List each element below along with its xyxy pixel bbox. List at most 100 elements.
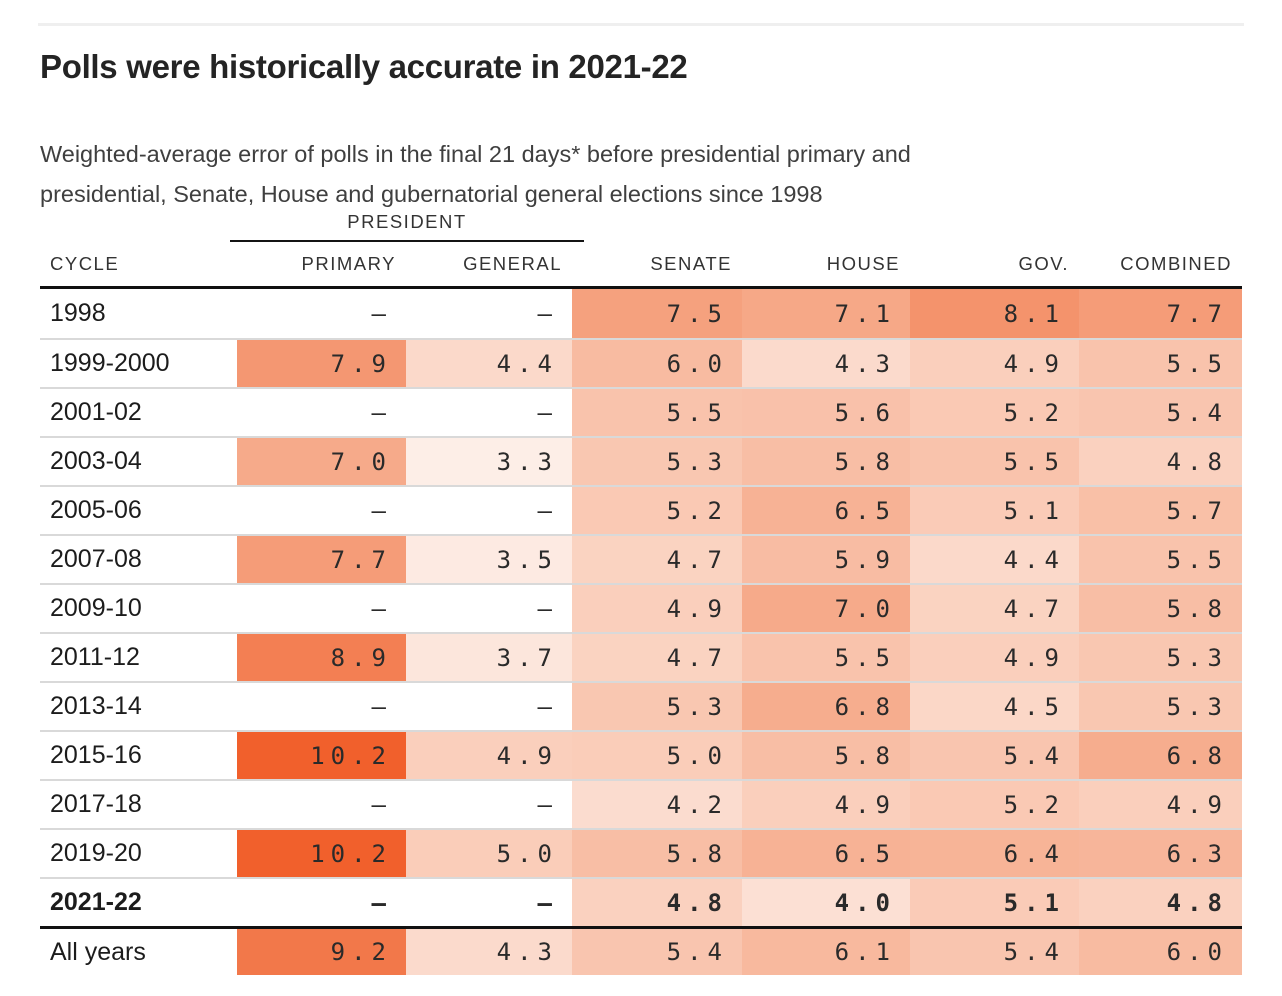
- cell-combined: 5.3: [1079, 634, 1242, 681]
- column-header-senate: SENATE: [650, 253, 732, 274]
- cell-gov: 4.9: [910, 340, 1079, 387]
- table-row-2019-20: 2019-20 10.2 5.0 5.8 6.5 6.4 6.3: [40, 828, 1242, 877]
- cell-combined: 5.5: [1079, 536, 1242, 583]
- cell-senate: 4.2: [572, 781, 742, 828]
- cell-gov: 5.2: [910, 781, 1079, 828]
- cell-house: 4.0: [742, 879, 910, 926]
- cell-cycle: 2009-10: [50, 594, 142, 622]
- column-header-row: CYCLE PRIMARY GENERAL SENATE HOUSE GOV. COMBIN…: [40, 242, 1242, 286]
- cell-gov: 4.9: [910, 634, 1079, 681]
- polls-error-table: PRESIDENT CYCLE PRIMARY GENERAL SENATE HOUSE…: [40, 205, 1242, 975]
- cell-general: 3.5: [406, 536, 572, 583]
- cell-combined: 4.9: [1079, 781, 1242, 828]
- cell-cycle: 2021-22: [50, 888, 142, 916]
- cell-cycle: All years: [50, 937, 146, 966]
- table-row-2007-08: 2007-08 7.7 3.5 4.7 5.9 4.4 5.5: [40, 534, 1242, 583]
- column-header-combined: COMBINED: [1120, 253, 1232, 274]
- cell-general: 4.4: [406, 340, 572, 387]
- table-row-2021-22: 2021-22– –4.8 4.0 5.1 4.8: [40, 877, 1242, 926]
- cell-gov: 5.1: [910, 879, 1079, 926]
- cell-general: 5.0: [406, 830, 572, 877]
- cell-combined: 5.8: [1079, 585, 1242, 632]
- cell-cycle: 2017-18: [50, 790, 142, 818]
- cell-combined: 5.5: [1079, 340, 1242, 387]
- table-row-2015-16: 2015-16 10.2 4.9 5.0 5.8 5.4 6.8: [40, 730, 1242, 779]
- cell-general: –: [537, 790, 558, 819]
- cell-house: 5.8: [742, 438, 910, 485]
- cell-house: 7.1: [742, 289, 910, 338]
- subtitle-line-1: Weighted-average error of polls in the f…: [40, 141, 911, 167]
- table-row-2001-02: 2001-02– –5.5 5.6 5.2 5.4: [40, 387, 1242, 436]
- cell-gov: 5.2: [910, 389, 1079, 436]
- cell-house: 6.5: [742, 487, 910, 534]
- cell-house: 5.8: [742, 732, 910, 779]
- cell-combined: 6.3: [1079, 830, 1242, 877]
- cell-general: –: [537, 692, 558, 721]
- column-header-gov: GOV.: [1018, 253, 1069, 274]
- cell-primary: –: [371, 692, 392, 721]
- top-divider: [38, 23, 1244, 26]
- cell-gov: 6.4: [910, 830, 1079, 877]
- cell-gov: 5.4: [910, 732, 1079, 779]
- cell-combined: 5.3: [1079, 683, 1242, 730]
- cell-cycle: 2005-06: [50, 496, 142, 524]
- cell-gov: 5.1: [910, 487, 1079, 534]
- cell-senate: 5.3: [572, 683, 742, 730]
- cell-primary: –: [371, 594, 392, 623]
- cell-senate: 7.5: [572, 289, 742, 338]
- cell-cycle: 1999-2000: [50, 349, 170, 377]
- table-row-2017-18: 2017-18– –4.2 4.9 5.2 4.9: [40, 779, 1242, 828]
- cell-house: 5.6: [742, 389, 910, 436]
- cell-senate: 5.3: [572, 438, 742, 485]
- cell-primary: 7.0: [237, 438, 406, 485]
- cell-gov: 4.5: [910, 683, 1079, 730]
- cell-house: 6.5: [742, 830, 910, 877]
- cell-general: 4.3: [406, 929, 572, 975]
- column-header-house: HOUSE: [826, 253, 900, 274]
- cell-senate: 5.8: [572, 830, 742, 877]
- cell-primary: –: [371, 496, 392, 525]
- cell-primary: 9.2: [237, 929, 406, 975]
- chart-title: Polls were historically accurate in 2021…: [40, 48, 688, 85]
- cell-senate: 5.4: [572, 929, 742, 975]
- cell-general: 4.9: [406, 732, 572, 779]
- cell-senate: 6.0: [572, 340, 742, 387]
- cell-combined: 5.7: [1079, 487, 1242, 534]
- table-row-2013-14: 2013-14– –5.3 6.8 4.5 5.3: [40, 681, 1242, 730]
- cell-cycle: 1998: [50, 299, 106, 327]
- cell-cycle: 2015-16: [50, 741, 142, 769]
- president-group-underline: [230, 240, 584, 242]
- column-header-primary: PRIMARY: [301, 253, 396, 274]
- column-header-general: GENERAL: [463, 253, 562, 274]
- cell-cycle: 2007-08: [50, 545, 142, 573]
- cell-senate: 4.8: [572, 879, 742, 926]
- table-row-1998: 1998– –7.5 7.1 8.1 7.7: [40, 289, 1242, 338]
- president-group-label: PRESIDENT: [347, 211, 467, 232]
- cell-combined: 4.8: [1079, 438, 1242, 485]
- cell-cycle: 2003-04: [50, 447, 142, 475]
- table-row-2011-12: 2011-12 8.9 3.7 4.7 5.5 4.9 5.3: [40, 632, 1242, 681]
- table-row-2005-06: 2005-06– –5.2 6.5 5.1 5.7: [40, 485, 1242, 534]
- cell-primary: 10.2: [237, 732, 406, 779]
- cell-house: 5.9: [742, 536, 910, 583]
- cell-cycle: 2011-12: [50, 643, 140, 671]
- cell-general: 3.3: [406, 438, 572, 485]
- table-row-2009-10: 2009-10– –4.9 7.0 4.7 5.8: [40, 583, 1242, 632]
- cell-cycle: 2019-20: [50, 839, 142, 867]
- cell-house: 4.9: [742, 781, 910, 828]
- subtitle-line-2: presidential, Senate, House and gubernat…: [40, 181, 823, 207]
- cell-general: –: [537, 299, 558, 328]
- header-divider: [40, 286, 1242, 289]
- president-column-group: PRESIDENT: [40, 205, 1242, 242]
- cell-house: 5.5: [742, 634, 910, 681]
- cell-primary: –: [371, 398, 392, 427]
- cell-primary: 7.7: [237, 536, 406, 583]
- cell-general: –: [537, 594, 558, 623]
- cell-primary: 10.2: [237, 830, 406, 877]
- cell-general: 3.7: [406, 634, 572, 681]
- cell-gov: 4.7: [910, 585, 1079, 632]
- table-row-2003-04: 2003-04 7.0 3.3 5.3 5.8 5.5 4.8: [40, 436, 1242, 485]
- cell-primary: 7.9: [237, 340, 406, 387]
- cell-general: –: [537, 888, 558, 917]
